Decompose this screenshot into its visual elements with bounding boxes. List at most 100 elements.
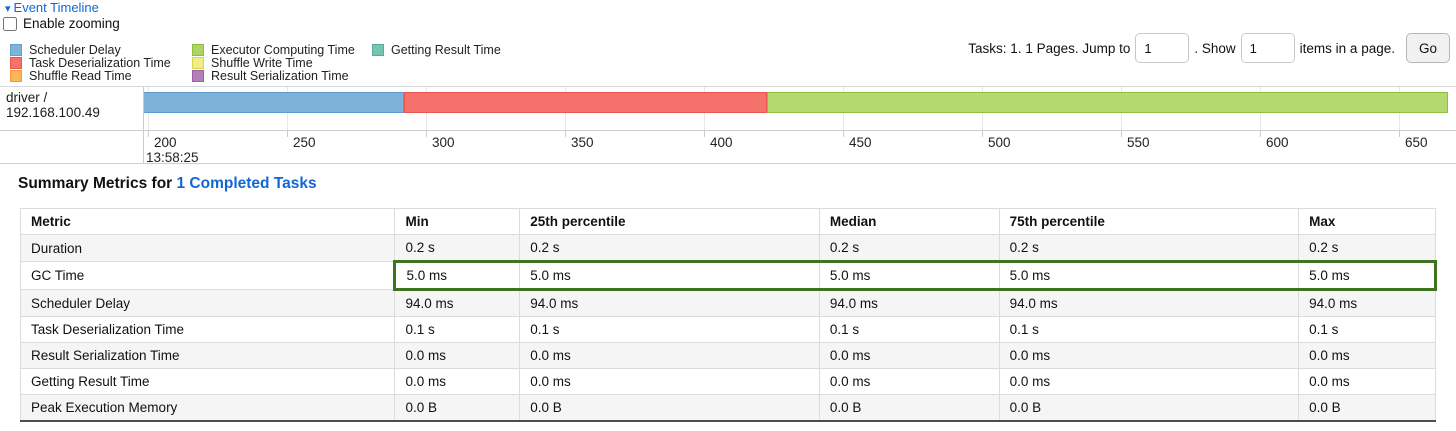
metric-value: 0.0 B <box>1298 394 1436 422</box>
timeline-bar-segment-task-deserialization[interactable] <box>404 92 767 113</box>
pagination-suffix: items in a page. <box>1299 40 1395 56</box>
metric-name: Peak Execution Memory <box>19 394 396 422</box>
jump-to-page-input[interactable] <box>1135 33 1190 63</box>
metric-value: 5.0 ms <box>998 260 1300 291</box>
col-header-25th: 25th percentile <box>519 208 820 235</box>
tick-mark <box>565 131 566 137</box>
metric-name: Duration <box>19 234 396 262</box>
col-header-min: Min <box>394 208 521 235</box>
table-row-peak-execution-memory: Peak Execution Memory 0.0 B 0.0 B 0.0 B … <box>19 394 1436 422</box>
table-row-result-serialization: Result Serialization Time 0.0 ms 0.0 ms … <box>19 342 1436 369</box>
event-timeline-toggle[interactable]: ▾ Event Timeline <box>5 0 99 15</box>
metric-value: 0.0 ms <box>1298 342 1436 369</box>
metric-value: 0.1 s <box>519 316 820 343</box>
tick-mark <box>704 131 705 137</box>
metric-name: Scheduler Delay <box>19 289 396 317</box>
metric-value: 5.0 ms <box>519 260 820 291</box>
legend-item-task-deserialization[interactable]: Task Deserialization Time <box>10 56 192 70</box>
legend-label: Scheduler Delay <box>29 42 121 57</box>
legend-item-result-serialization[interactable]: Result Serialization Time <box>192 68 372 83</box>
legend-item-scheduler-delay[interactable]: Scheduler Delay <box>10 42 192 57</box>
tick-label: 250 <box>293 135 316 150</box>
task-timeline-bar <box>143 92 1448 113</box>
legend-column-2: Executor Computing Time Shuffle Write Ti… <box>192 43 372 83</box>
legend-item-executor-computing[interactable]: Executor Computing Time <box>192 43 372 57</box>
metric-name: Getting Result Time <box>19 368 396 395</box>
pagination-prefix: Tasks: 1. 1 Pages. Jump to <box>968 40 1131 56</box>
legend-label: Shuffle Read Time <box>29 68 132 83</box>
summary-metrics-table: Metric Min 25th percentile Median 75th p… <box>19 208 1437 422</box>
metric-value: 0.1 s <box>1298 316 1436 343</box>
table-header-row: Metric Min 25th percentile Median 75th p… <box>19 208 1436 235</box>
metric-value: 0.0 B <box>519 394 820 422</box>
metric-value: 5.0 ms <box>818 260 1000 291</box>
metric-value: 0.2 s <box>394 234 521 262</box>
timeline-bar-segment-scheduler-delay[interactable] <box>143 92 404 113</box>
metric-value: 0.2 s <box>818 234 1000 262</box>
metric-value: 0.1 s <box>818 316 1000 343</box>
event-timeline-chart: driver / 192.168.100.49 200 13:58:25 <box>0 86 1456 165</box>
tick-label: 300 <box>432 135 455 150</box>
metric-value: 0.0 B <box>818 394 1000 422</box>
metric-value: 0.0 ms <box>394 342 521 369</box>
metric-value: 0.0 ms <box>818 342 1000 369</box>
tick-label: 200 <box>154 135 177 150</box>
summary-title-text: Summary Metrics for <box>18 175 177 192</box>
metric-value: 0.0 B <box>394 394 521 422</box>
metric-value: 0.1 s <box>998 316 1300 343</box>
metric-value: 0.2 s <box>998 234 1300 262</box>
metric-value: 0.2 s <box>519 234 820 262</box>
timeline-legend: Scheduler Delay Task Deserialization Tim… <box>10 42 501 83</box>
table-row-duration: Duration 0.2 s 0.2 s 0.2 s 0.2 s 0.2 s <box>19 234 1436 262</box>
timeline-bar-segment-executor-computing[interactable] <box>767 92 1448 113</box>
go-button[interactable]: Go <box>1405 33 1450 63</box>
tick-label: 450 <box>849 135 872 150</box>
legend-swatch-executor-computing <box>192 43 204 56</box>
legend-column-1: Scheduler Delay Task Deserialization Tim… <box>10 42 192 83</box>
legend-label: Getting Result Time <box>391 42 501 57</box>
caret-down-icon: ▾ <box>5 3 11 15</box>
legend-swatch-getting-result <box>372 43 384 56</box>
tick-label: 650 <box>1405 135 1428 150</box>
table-row-task-deserialization: Task Deserialization Time 0.1 s 0.1 s 0.… <box>19 316 1436 343</box>
legend-label: Result Serialization Time <box>211 68 349 83</box>
tick-label: 550 <box>1127 135 1150 150</box>
legend-item-shuffle-write[interactable]: Shuffle Write Time <box>192 55 372 70</box>
tick-mark <box>982 131 983 137</box>
tick-label: 400 <box>710 135 733 150</box>
metric-value: 0.0 ms <box>818 368 1000 395</box>
tick-mark <box>843 131 844 137</box>
metric-name: Result Serialization Time <box>19 342 396 369</box>
metric-value: 0.0 ms <box>519 368 820 395</box>
enable-zooming-checkbox[interactable] <box>3 16 17 31</box>
event-timeline-label: Event Timeline <box>13 0 99 15</box>
timeline-row-label: driver / 192.168.100.49 <box>6 90 100 120</box>
metric-value: 94.0 ms <box>818 289 1000 317</box>
legend-swatch-result-serialization <box>192 69 204 82</box>
metric-value: 0.0 ms <box>519 342 820 369</box>
legend-column-3: Getting Result Time <box>372 43 501 82</box>
metric-value: 5.0 ms <box>1298 260 1437 291</box>
items-per-page-input[interactable] <box>1240 33 1295 63</box>
tick-label: 600 <box>1266 135 1289 150</box>
legend-label: Shuffle Write Time <box>211 55 313 70</box>
tick-mark <box>1260 131 1261 137</box>
legend-item-getting-result[interactable]: Getting Result Time <box>372 42 501 57</box>
tick-label: 500 <box>988 135 1011 150</box>
tick-mark <box>148 131 149 137</box>
enable-zooming-row: Enable zooming <box>3 16 120 31</box>
metric-value: 94.0 ms <box>519 289 820 317</box>
completed-tasks-link[interactable]: 1 Completed Tasks <box>176 175 317 192</box>
legend-item-shuffle-read[interactable]: Shuffle Read Time <box>10 68 192 83</box>
metric-value: 0.0 ms <box>394 368 521 395</box>
metric-name: Task Deserialization Time <box>19 316 396 343</box>
tick-mark <box>287 131 288 137</box>
timeline-axis: 200 13:58:25 250 300 350 400 450 500 <box>0 131 1456 165</box>
legend-swatch-scheduler-delay <box>10 43 22 56</box>
tick-mark <box>1121 131 1122 137</box>
legend-swatch-shuffle-write <box>192 56 204 69</box>
metric-value: 94.0 ms <box>394 289 521 317</box>
tick-time-label: 13:58:25 <box>146 150 199 165</box>
timeline-row-area: driver / 192.168.100.49 <box>0 87 1456 131</box>
summary-metrics-heading: Summary Metrics for 1 Completed Tasks <box>18 175 317 193</box>
